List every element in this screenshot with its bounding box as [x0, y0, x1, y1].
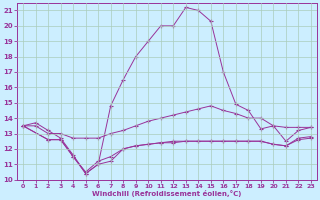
X-axis label: Windchill (Refroidissement éolien,°C): Windchill (Refroidissement éolien,°C): [92, 190, 242, 197]
